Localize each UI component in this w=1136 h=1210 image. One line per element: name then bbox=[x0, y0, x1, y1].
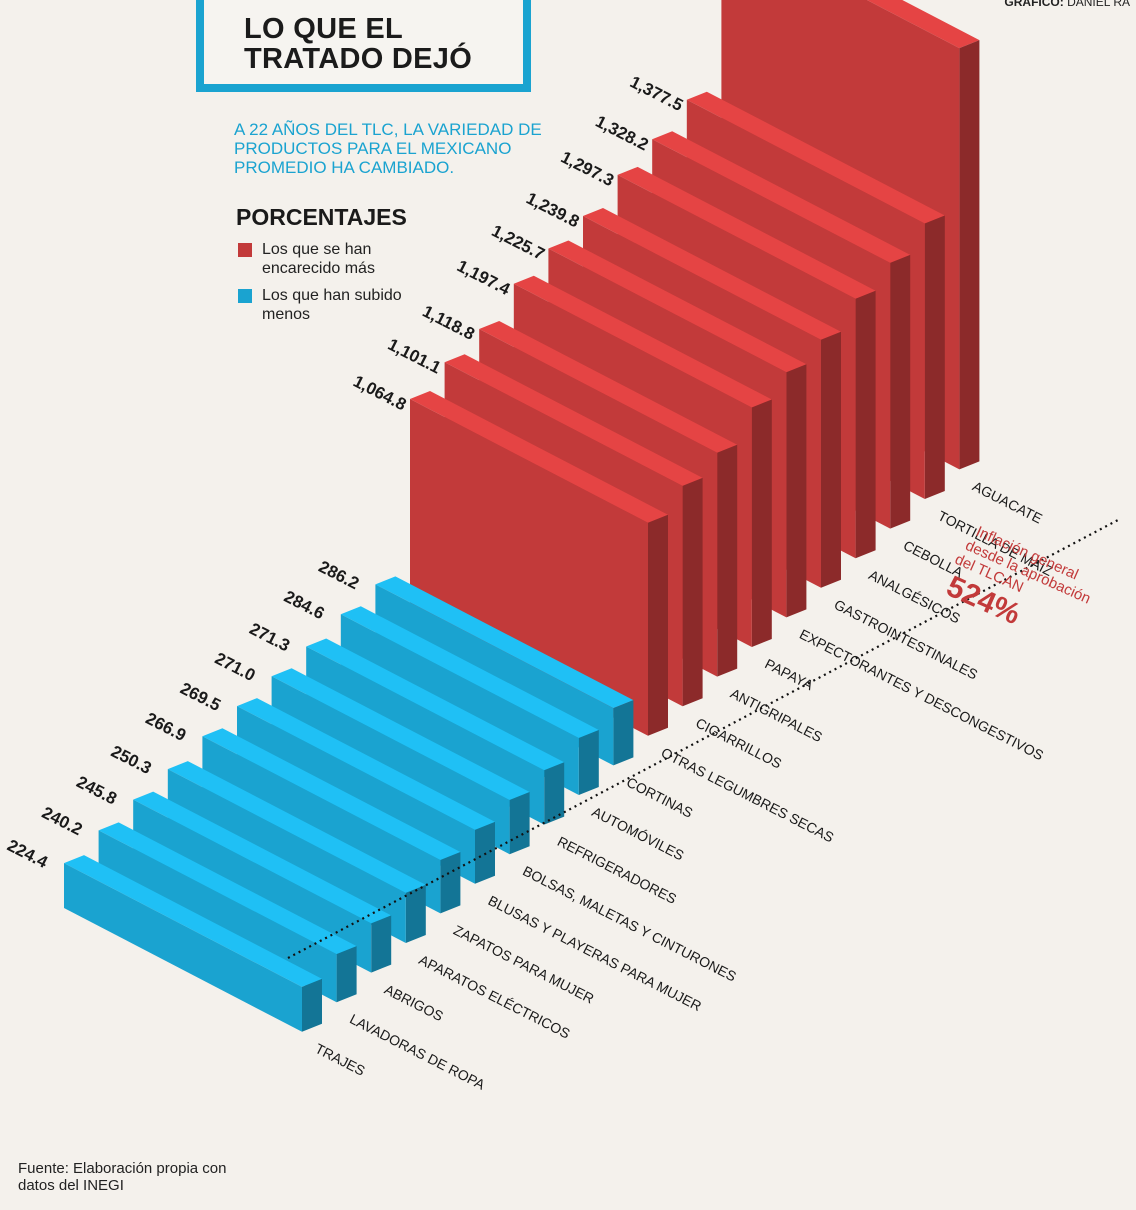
value-label: 1,101.1 bbox=[385, 335, 444, 378]
bar-front bbox=[64, 863, 302, 1032]
bar-side bbox=[959, 40, 980, 470]
bar-front bbox=[410, 399, 648, 736]
bar-top bbox=[444, 354, 703, 486]
bar-side bbox=[509, 792, 530, 855]
legend-title: PORCENTAJES bbox=[236, 204, 407, 230]
category-label: CORTINAS bbox=[624, 774, 695, 821]
bar-top bbox=[410, 391, 668, 523]
category-label: TRAJES bbox=[313, 1040, 368, 1079]
subtitle-line-2: PRODUCTOS PARA EL MEXICANO bbox=[234, 139, 512, 158]
value-label: 1,064.8 bbox=[350, 372, 409, 415]
bar-side bbox=[821, 331, 841, 588]
bar-side bbox=[890, 254, 911, 529]
category-label: APARATOS ELÉCTRICOS bbox=[416, 951, 572, 1041]
bar-top bbox=[340, 606, 599, 738]
value-label: 1,197.4 bbox=[454, 256, 514, 299]
value-label: 250.3 bbox=[108, 742, 155, 778]
bar-side bbox=[717, 444, 738, 677]
bar-top bbox=[375, 576, 634, 709]
bar-top bbox=[133, 791, 392, 924]
category-label: CIGARRILLOS bbox=[693, 715, 784, 772]
bar-side bbox=[371, 915, 392, 973]
legend-item-blue: Los que han subido menos bbox=[238, 286, 412, 324]
bar-top bbox=[98, 822, 357, 955]
value-label: 269.5 bbox=[177, 679, 224, 715]
value-label: 245.8 bbox=[73, 772, 120, 808]
value-label: 224.4 bbox=[4, 836, 51, 872]
bar-top bbox=[271, 668, 530, 800]
chart-subtitle: A 22 AÑOS DEL TLC, LA VARIEDAD DE PRODUC… bbox=[234, 120, 654, 177]
bar-side bbox=[682, 477, 703, 707]
value-label: 266.9 bbox=[143, 709, 190, 745]
bar-top bbox=[617, 166, 876, 299]
bar-top bbox=[167, 761, 426, 893]
title-line-2: TRATADO DEJÓ bbox=[244, 43, 473, 75]
value-label: 284.6 bbox=[281, 587, 328, 623]
value-label: 1,225.7 bbox=[489, 221, 548, 264]
value-label: 1,118.8 bbox=[419, 302, 477, 344]
bar-top bbox=[513, 275, 772, 408]
credit-line: GRÁFICO: DANIEL RA bbox=[1004, 0, 1130, 9]
value-label: 271.3 bbox=[246, 619, 293, 655]
bar-side bbox=[613, 700, 634, 766]
bar-11 bbox=[410, 391, 668, 736]
source-note: Fuente: Elaboración propia con datos del… bbox=[18, 1160, 227, 1194]
bar-side bbox=[855, 290, 876, 559]
legend-swatch-blue bbox=[238, 289, 252, 303]
bar-top bbox=[686, 91, 945, 224]
legend-swatch-red bbox=[238, 243, 252, 257]
bar-side bbox=[440, 852, 461, 914]
category-label: PAPAYA bbox=[762, 655, 816, 693]
bar-top bbox=[548, 240, 807, 373]
category-label: OTRAS LEGUMBRES SECAS bbox=[659, 744, 837, 845]
legend-label-blue: Los que han subido menos bbox=[262, 287, 402, 323]
legend-label-red: Los que se han encarecido más bbox=[262, 241, 375, 277]
bar-side bbox=[405, 884, 426, 943]
value-label: 1,297.3 bbox=[558, 148, 617, 191]
legend-item-red: Los que se han encarecido más bbox=[238, 240, 412, 278]
inflation-reference-line bbox=[287, 519, 1119, 959]
bar-side bbox=[336, 946, 357, 1003]
category-label: LAVADORAS DE ROPA bbox=[347, 1011, 488, 1093]
value-label: 1,377.5 bbox=[627, 72, 686, 115]
category-label: AGUACATE bbox=[970, 478, 1045, 527]
bar-top bbox=[237, 698, 495, 830]
bar-side bbox=[302, 978, 322, 1032]
title-line-1: LO QUE EL bbox=[244, 13, 403, 45]
title-box: LO QUE EL TRATADO DEJÓ bbox=[196, 0, 531, 92]
bar-side bbox=[924, 215, 945, 499]
value-label: 1,239.8 bbox=[523, 189, 582, 232]
bar-top bbox=[202, 728, 461, 860]
bar-top bbox=[652, 131, 911, 263]
subtitle-line-1: A 22 AÑOS DEL TLC, LA VARIEDAD DE bbox=[234, 120, 542, 139]
value-label: 271.0 bbox=[212, 649, 259, 685]
bar-side bbox=[751, 399, 772, 647]
bar-top bbox=[306, 638, 565, 771]
bar-side bbox=[578, 730, 599, 795]
bar-side bbox=[648, 514, 668, 736]
category-label: ABRIGOS bbox=[382, 981, 446, 1024]
bar-top bbox=[583, 208, 841, 340]
value-label: 1,328.2 bbox=[592, 112, 651, 155]
bar-1 bbox=[64, 855, 322, 1032]
bar-top bbox=[64, 855, 322, 987]
chart-title: LO QUE EL TRATADO DEJÓ bbox=[244, 14, 472, 74]
value-label: 286.2 bbox=[316, 557, 363, 593]
bar-top bbox=[479, 321, 738, 453]
bar-side bbox=[544, 762, 565, 825]
bar-side bbox=[786, 364, 807, 618]
subtitle-line-3: PROMEDIO HA CAMBIADO. bbox=[234, 158, 455, 177]
bar-top bbox=[866, 0, 980, 49]
value-label: 240.2 bbox=[39, 803, 86, 839]
